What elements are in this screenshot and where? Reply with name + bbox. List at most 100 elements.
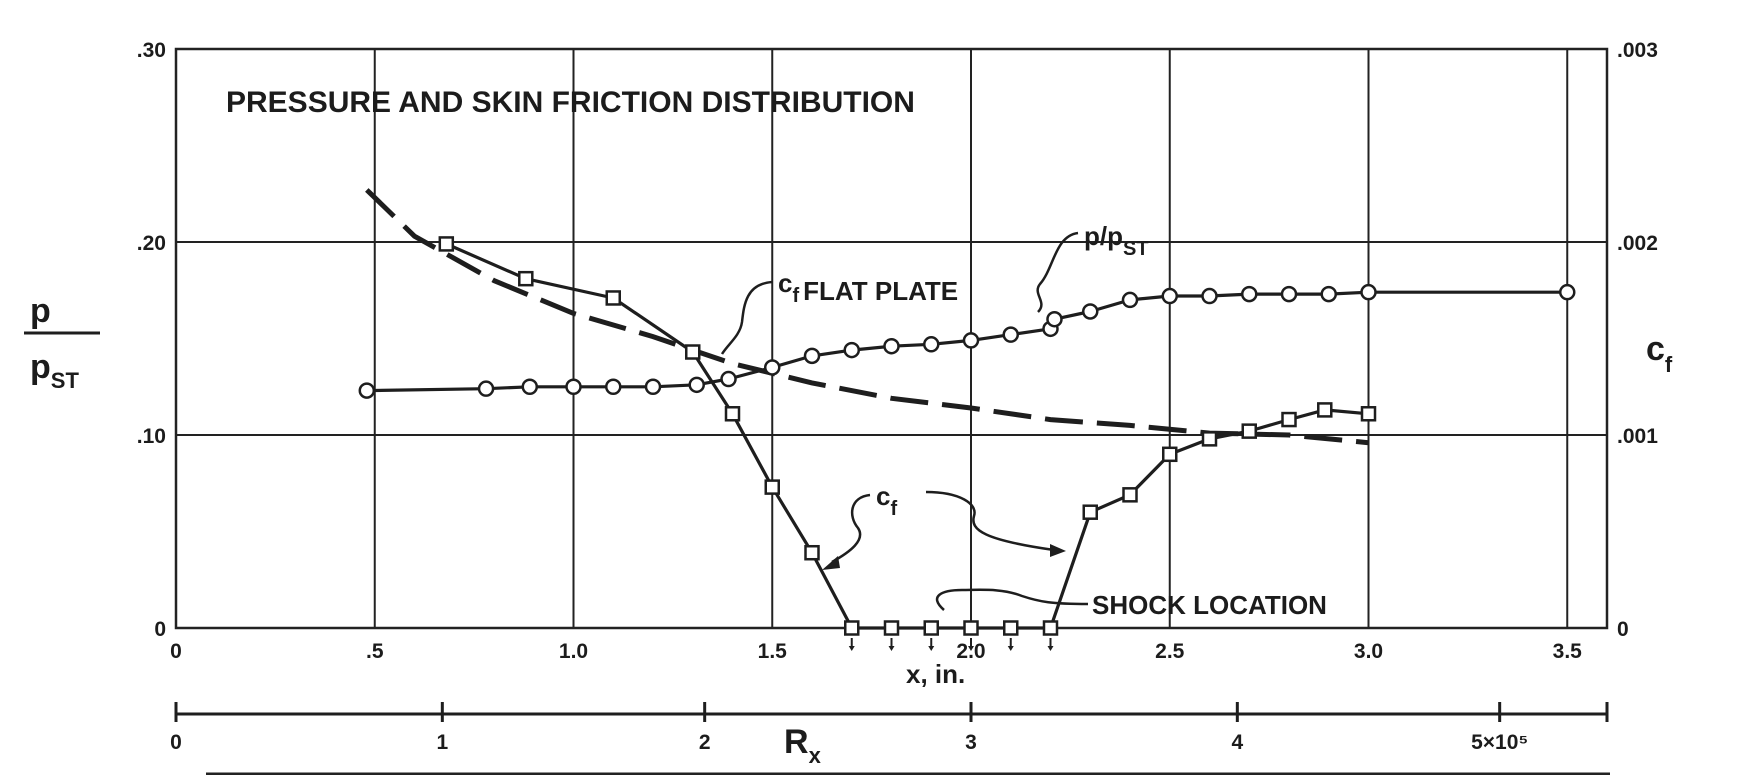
rx-scale: 0 1 2 3 4 5×10⁵ xyxy=(170,702,1609,754)
x-tick-label: 3.0 xyxy=(1354,640,1383,663)
pressure-point xyxy=(1121,291,1139,309)
cf-label-leader-left xyxy=(831,493,871,564)
flat-plate-label: cf FLAT PLATE xyxy=(720,268,958,355)
x-tick-label: .5 xyxy=(366,640,384,663)
tick-labels: 0 .5 1.0 1.5 2.0 2.5 3.0 3.5 0 .10 .20 .30 0 .001 .002… xyxy=(137,39,1658,663)
pressure-point xyxy=(1002,326,1019,343)
x-tick-label: 3.5 xyxy=(1553,640,1583,663)
y-right-tick-label: .001 xyxy=(1617,425,1658,448)
pressure-point xyxy=(764,359,781,376)
pressure-point xyxy=(1241,285,1258,303)
cf-point xyxy=(844,620,860,636)
y-left-tick-label: 0 xyxy=(154,618,166,641)
cf-point xyxy=(1201,431,1218,447)
left-y-label-denominator: pST xyxy=(30,348,79,393)
rx-tick-label: 2 xyxy=(699,731,711,754)
pressure-point xyxy=(688,376,705,394)
x-tick-label: 2.5 xyxy=(1155,640,1185,663)
cf-point xyxy=(438,236,455,252)
svg-text:SHOCK LOCATION: SHOCK LOCATION xyxy=(1092,590,1327,620)
rx-tick-label: 4 xyxy=(1231,731,1243,754)
cf-zero-arrowhead xyxy=(1047,646,1054,651)
cf-point xyxy=(724,406,741,422)
y-left-tick-label: .20 xyxy=(137,232,166,255)
cf-flat-plate-line xyxy=(365,188,1369,446)
cf-point xyxy=(963,620,979,636)
cf-point xyxy=(685,344,701,360)
svg-text:p/pST: p/pST xyxy=(1084,221,1149,260)
rx-tick-label: 0 xyxy=(170,731,182,754)
pressure-point xyxy=(1082,303,1099,320)
y-right-tick-label: .002 xyxy=(1617,232,1658,255)
pressure-point xyxy=(358,382,376,399)
rx-tick-label: 5×10⁵ xyxy=(1471,731,1528,754)
cf-point xyxy=(1122,487,1138,503)
pressure-point xyxy=(803,347,821,365)
x-axis-label: x, in. xyxy=(906,659,965,689)
cf-point xyxy=(764,479,780,495)
pressure-series-label: p/pST xyxy=(1036,221,1149,313)
cf-point xyxy=(1042,620,1059,636)
cf-point xyxy=(518,270,534,287)
pressure-markers xyxy=(358,283,1576,399)
x-tick-label: 0 xyxy=(170,640,182,663)
pressure-point xyxy=(565,378,582,395)
pressure-point xyxy=(720,370,737,388)
cf-point xyxy=(1360,406,1377,422)
cf-point xyxy=(804,544,820,561)
pressure-point xyxy=(923,336,940,353)
pressure-point xyxy=(521,378,539,395)
cf-zero-arrowhead xyxy=(1007,646,1014,651)
cf-series-label: cf xyxy=(822,481,1066,570)
pressure-point xyxy=(962,332,980,349)
pressure-point xyxy=(477,380,495,397)
right-y-label: cf xyxy=(1646,330,1673,377)
pressure-point xyxy=(605,378,622,395)
flat-plate-label-leader xyxy=(720,280,773,355)
cf-point xyxy=(1281,411,1297,428)
pressure-point xyxy=(1201,287,1218,305)
x-tick-label: 2.0 xyxy=(956,640,985,663)
x-tick-label: 1.5 xyxy=(758,640,788,663)
pressure-point xyxy=(1046,310,1063,328)
cf-zero-arrowhead xyxy=(968,646,974,651)
left-y-label: p pST xyxy=(24,292,100,393)
left-y-label-numerator: p xyxy=(30,292,51,330)
pressure-point xyxy=(843,341,860,359)
rx-tick-label: 1 xyxy=(436,731,448,754)
pressure-point xyxy=(644,378,662,395)
cf-point xyxy=(923,620,939,636)
cf-point xyxy=(1082,504,1098,520)
cf-label-leader-right xyxy=(925,490,1055,552)
cf-zero-arrowhead xyxy=(928,646,935,651)
pressure-point xyxy=(1559,283,1576,301)
chart-title: PRESSURE AND SKIN FRICTION DISTRIBUTION xyxy=(226,86,915,119)
cf-point xyxy=(1162,446,1178,463)
cf-point xyxy=(1317,402,1333,418)
pressure-point xyxy=(1161,287,1178,305)
y-right-tick-label: 0 xyxy=(1617,618,1629,641)
y-left-tick-label: .30 xyxy=(137,39,166,62)
cf-point xyxy=(883,620,900,636)
pressure-point xyxy=(1280,285,1298,303)
pressure-point xyxy=(883,337,900,355)
svg-text:cf: cf xyxy=(876,481,897,520)
cf-markers xyxy=(438,236,1377,651)
pressure-point xyxy=(1360,283,1377,301)
rx-axis-label: Rx xyxy=(784,723,822,768)
pressure-label-leader xyxy=(1036,231,1079,313)
cf-point xyxy=(1241,423,1257,439)
shock-location-leader xyxy=(936,588,1089,611)
cf-zero-arrowhead xyxy=(888,646,895,651)
cf-zero-arrowhead xyxy=(848,646,855,651)
rx-tick-label: 3 xyxy=(965,731,977,754)
y-right-tick-label: .003 xyxy=(1617,39,1658,62)
x-tick-label: 1.0 xyxy=(559,640,588,663)
shock-location-label: SHOCK LOCATION xyxy=(936,588,1327,620)
cf-point xyxy=(1003,620,1019,636)
cf-point xyxy=(605,290,621,306)
y-left-tick-label: .10 xyxy=(137,425,166,448)
pressure-point xyxy=(1320,285,1337,303)
